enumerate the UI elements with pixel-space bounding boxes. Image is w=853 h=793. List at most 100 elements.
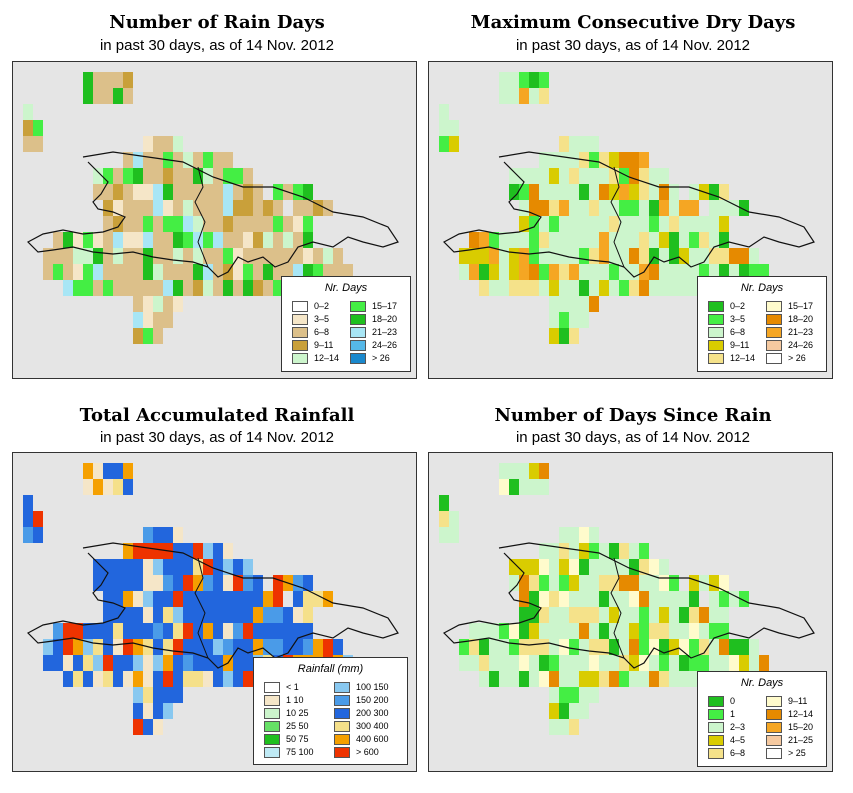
- grid-cell: [253, 623, 263, 639]
- grid-cell: [629, 671, 639, 687]
- grid-cell: [539, 264, 549, 280]
- panel-subtitle: in past 30 days, as of 14 Nov. 2012: [515, 37, 751, 54]
- grid-cell: [639, 168, 649, 184]
- grid-cell: [73, 655, 83, 671]
- grid-cell: [569, 607, 579, 623]
- grid-cell: [629, 543, 639, 559]
- grid-cell: [263, 591, 273, 607]
- grid-cell: [579, 703, 589, 719]
- grid-cell: [559, 152, 569, 168]
- grid-cell: [113, 607, 123, 623]
- grid-cell: [569, 328, 579, 344]
- grid-cell: [549, 200, 559, 216]
- grid-cell: [293, 607, 303, 623]
- grid-cell: [659, 264, 669, 280]
- grid-cell: [213, 607, 223, 623]
- grid-cell: [569, 152, 579, 168]
- grid-cell: [113, 575, 123, 591]
- legend-item: 0–2: [292, 300, 339, 312]
- grid-cell: [303, 575, 313, 591]
- grid-cell: [529, 88, 539, 104]
- grid-cell: [609, 152, 619, 168]
- grid-cell: [579, 264, 589, 280]
- legend-item: 24–26: [766, 339, 813, 351]
- grid-cell: [293, 639, 303, 655]
- grid-cell: [93, 232, 103, 248]
- grid-cell: [499, 88, 509, 104]
- grid-cell: [283, 232, 293, 248]
- grid-cell: [569, 575, 579, 591]
- legend-item: 200 300: [334, 707, 389, 719]
- grid-cell: [223, 168, 233, 184]
- legend-swatch: [264, 707, 280, 719]
- grid-cell: [559, 607, 569, 623]
- grid-cell: [163, 623, 173, 639]
- legend-swatch: [708, 300, 724, 312]
- grid-cell: [649, 184, 659, 200]
- grid-cell: [113, 479, 123, 495]
- grid-cell: [213, 152, 223, 168]
- legend-label: 24–26: [372, 340, 398, 350]
- grid-cell: [549, 719, 559, 735]
- grid-cell: [213, 168, 223, 184]
- grid-cell: [153, 280, 163, 296]
- grid-cell: [203, 655, 213, 671]
- grid-cell: [173, 687, 183, 703]
- legend-label: 50 75: [286, 734, 309, 744]
- legend-item: 15–17: [766, 300, 813, 312]
- grid-cell: [73, 280, 83, 296]
- grid-cell: [579, 200, 589, 216]
- grid-cell: [579, 575, 589, 591]
- grid-cell: [123, 463, 133, 479]
- grid-cell: [709, 591, 719, 607]
- grid-cell: [719, 655, 729, 671]
- grid-cell: [709, 216, 719, 232]
- grid-cell: [649, 671, 659, 687]
- panel-subtitle: in past 30 days, as of 14 Nov. 2012: [99, 429, 335, 446]
- grid-cell: [153, 248, 163, 264]
- grid-cell: [53, 655, 63, 671]
- grid-cell: [83, 88, 93, 104]
- grid-cell: [203, 543, 213, 559]
- grid-cell: [629, 152, 639, 168]
- grid-cell: [123, 264, 133, 280]
- grid-cell: [509, 623, 519, 639]
- legend-swatch: [350, 300, 366, 312]
- grid-cell: [143, 623, 153, 639]
- grid-cell: [103, 168, 113, 184]
- grid-cell: [639, 200, 649, 216]
- grid-cell: [559, 655, 569, 671]
- grid-cell: [579, 607, 589, 623]
- grid-cell: [123, 575, 133, 591]
- grid-cell: [609, 280, 619, 296]
- grid-cell: [529, 479, 539, 495]
- grid-cell: [729, 655, 739, 671]
- legend-column: 9–11 12–14 15–20 21–25 > 25: [766, 695, 813, 760]
- grid-cell: [469, 655, 479, 671]
- grid-cell: [103, 463, 113, 479]
- grid-cell: [529, 655, 539, 671]
- grid-cell: [73, 639, 83, 655]
- grid-cell: [243, 671, 253, 687]
- grid-cell: [193, 655, 203, 671]
- grid-cell: [509, 248, 519, 264]
- grid-cell: [649, 216, 659, 232]
- grid-cell: [539, 463, 549, 479]
- grid-cell: [173, 152, 183, 168]
- grid-cell: [509, 232, 519, 248]
- grid-cell: [739, 655, 749, 671]
- grid-cell: [143, 671, 153, 687]
- grid-cell: [153, 232, 163, 248]
- grid-cell: [133, 655, 143, 671]
- grid-cell: [709, 607, 719, 623]
- legend-swatch: [766, 352, 782, 364]
- grid-cell: [163, 559, 173, 575]
- grid-cell: [83, 232, 93, 248]
- grid-cell: [629, 232, 639, 248]
- grid-cell: [143, 184, 153, 200]
- grid-cell: [739, 248, 749, 264]
- grid-cell: [569, 136, 579, 152]
- legend-item: 15–17: [350, 300, 397, 312]
- grid-cell: [333, 248, 343, 264]
- grid-cell: [549, 639, 559, 655]
